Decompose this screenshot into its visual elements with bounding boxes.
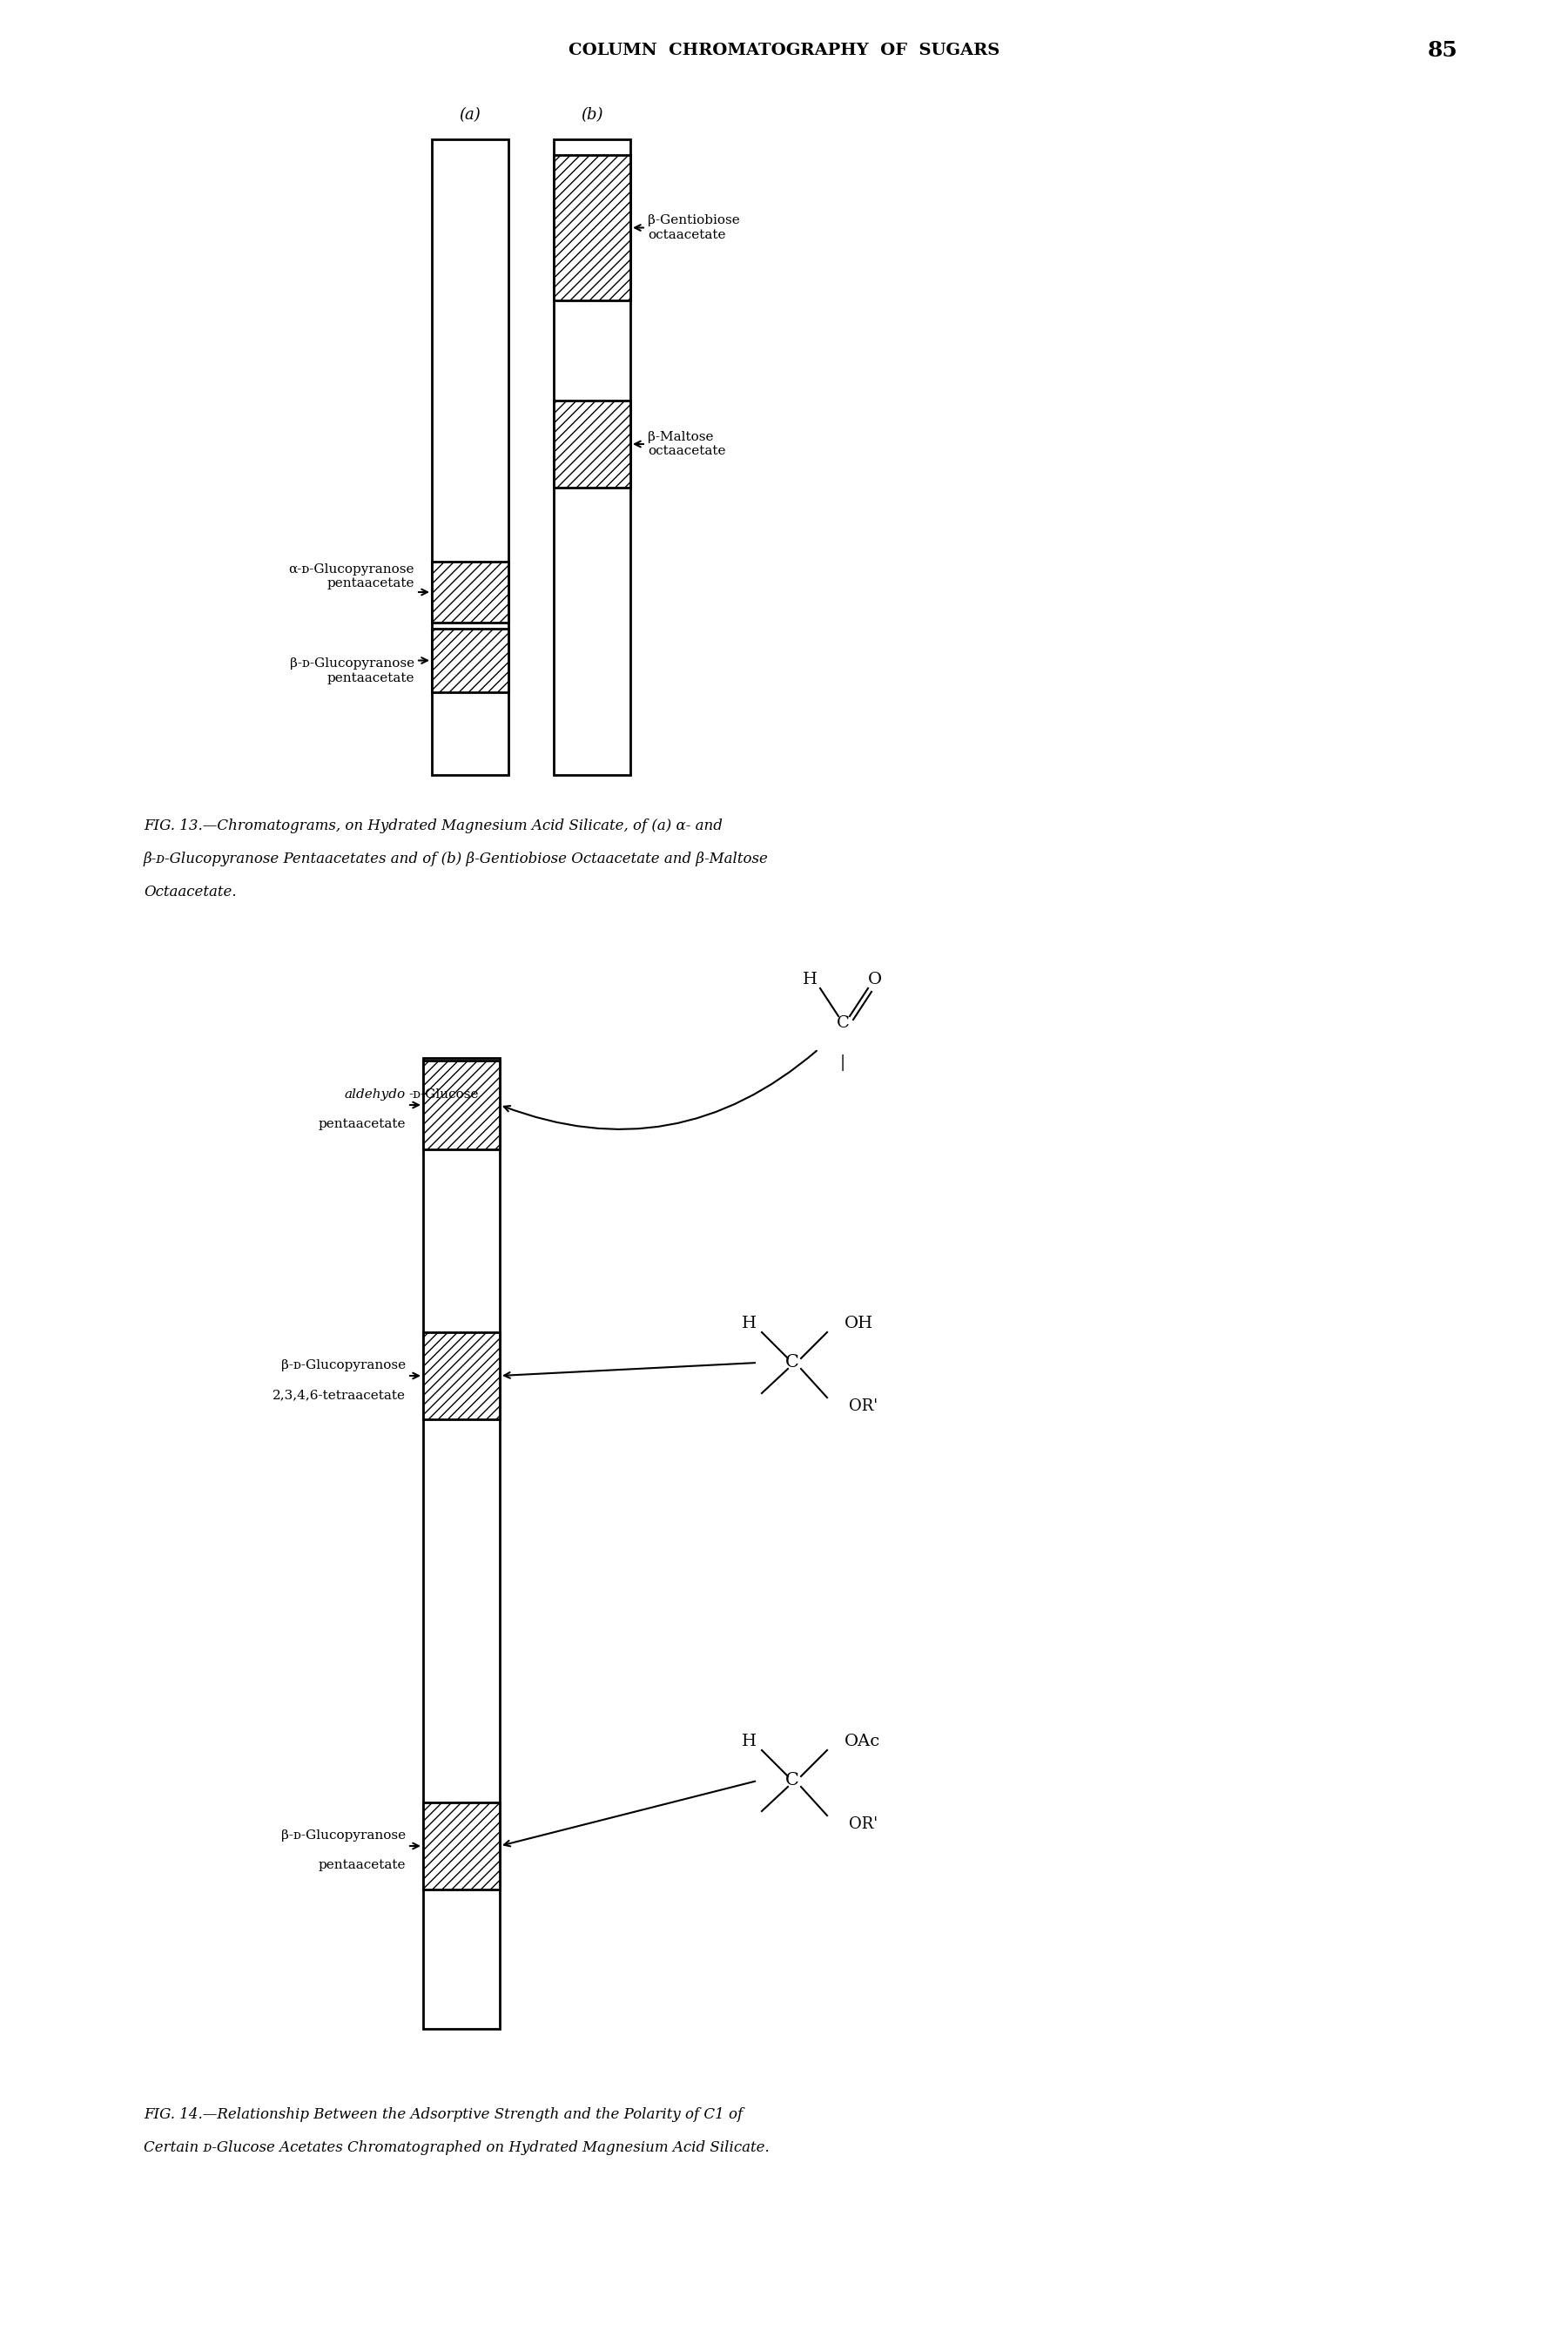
Bar bbox=[423, 1333, 500, 1420]
Text: (b): (b) bbox=[580, 108, 604, 122]
Text: 2,3,4,6-tetraacetate: 2,3,4,6-tetraacetate bbox=[273, 1389, 406, 1401]
Text: O: O bbox=[869, 971, 883, 987]
Text: Octaacetate.: Octaacetate. bbox=[144, 884, 237, 900]
Text: H: H bbox=[742, 1317, 756, 1331]
Bar bbox=[554, 139, 630, 776]
Text: pentaacetate: pentaacetate bbox=[318, 1860, 406, 1871]
Bar bbox=[423, 1058, 500, 2029]
Text: OR': OR' bbox=[848, 1399, 878, 1413]
Bar bbox=[431, 562, 508, 623]
Bar bbox=[431, 628, 508, 691]
Bar bbox=[423, 1803, 500, 1890]
Text: β-ᴅ-Glucopyranose: β-ᴅ-Glucopyranose bbox=[281, 1829, 406, 1841]
Text: FIG. 13.—Chromatograms, on Hydrated Magnesium Acid Silicate, of (a) α- and: FIG. 13.—Chromatograms, on Hydrated Magn… bbox=[144, 818, 723, 832]
Text: (a): (a) bbox=[459, 108, 481, 122]
Text: α-ᴅ-Glucopyranose
pentaacetate: α-ᴅ-Glucopyranose pentaacetate bbox=[289, 564, 414, 590]
Text: OR': OR' bbox=[848, 1817, 878, 1831]
Text: C: C bbox=[836, 1016, 850, 1032]
Text: OAc: OAc bbox=[845, 1733, 880, 1749]
Text: -ᴅ-Glucose: -ᴅ-Glucose bbox=[408, 1089, 478, 1100]
Text: β-Gentiobiose
octaacetate: β-Gentiobiose octaacetate bbox=[648, 214, 740, 240]
Bar bbox=[431, 139, 508, 776]
Text: pentaacetate: pentaacetate bbox=[318, 1119, 406, 1131]
Text: FIG. 14.—Relationship Between the Adsorptive Strength and the Polarity of C1 of: FIG. 14.—Relationship Between the Adsorp… bbox=[144, 2106, 743, 2123]
Bar bbox=[554, 400, 630, 487]
Text: 85: 85 bbox=[1427, 40, 1458, 61]
Text: β-Maltose
octaacetate: β-Maltose octaacetate bbox=[648, 430, 726, 456]
Text: OH: OH bbox=[845, 1317, 873, 1331]
Text: COLUMN  CHROMATOGRAPHY  OF  SUGARS: COLUMN CHROMATOGRAPHY OF SUGARS bbox=[569, 42, 999, 59]
Text: C: C bbox=[786, 1354, 800, 1371]
Text: β-ᴅ-Glucopyranose
pentaacetate: β-ᴅ-Glucopyranose pentaacetate bbox=[290, 658, 414, 684]
Text: H: H bbox=[803, 971, 817, 987]
Text: Certain ᴅ-Glucose Acetates Chromatographed on Hydrated Magnesium Acid Silicate.: Certain ᴅ-Glucose Acetates Chromatograph… bbox=[144, 2139, 770, 2156]
Text: H: H bbox=[742, 1733, 756, 1749]
Text: aldehydo: aldehydo bbox=[345, 1089, 406, 1100]
Bar bbox=[554, 155, 630, 301]
Text: β-ᴅ-Glucopyranose: β-ᴅ-Glucopyranose bbox=[281, 1359, 406, 1371]
Text: β-ᴅ-Glucopyranose Pentaacetates and of (b) β-Gentiobiose Octaacetate and β-Malto: β-ᴅ-Glucopyranose Pentaacetates and of (… bbox=[144, 851, 768, 868]
Bar bbox=[423, 1060, 500, 1150]
Text: C: C bbox=[786, 1773, 800, 1789]
Text: |: | bbox=[840, 1053, 845, 1070]
